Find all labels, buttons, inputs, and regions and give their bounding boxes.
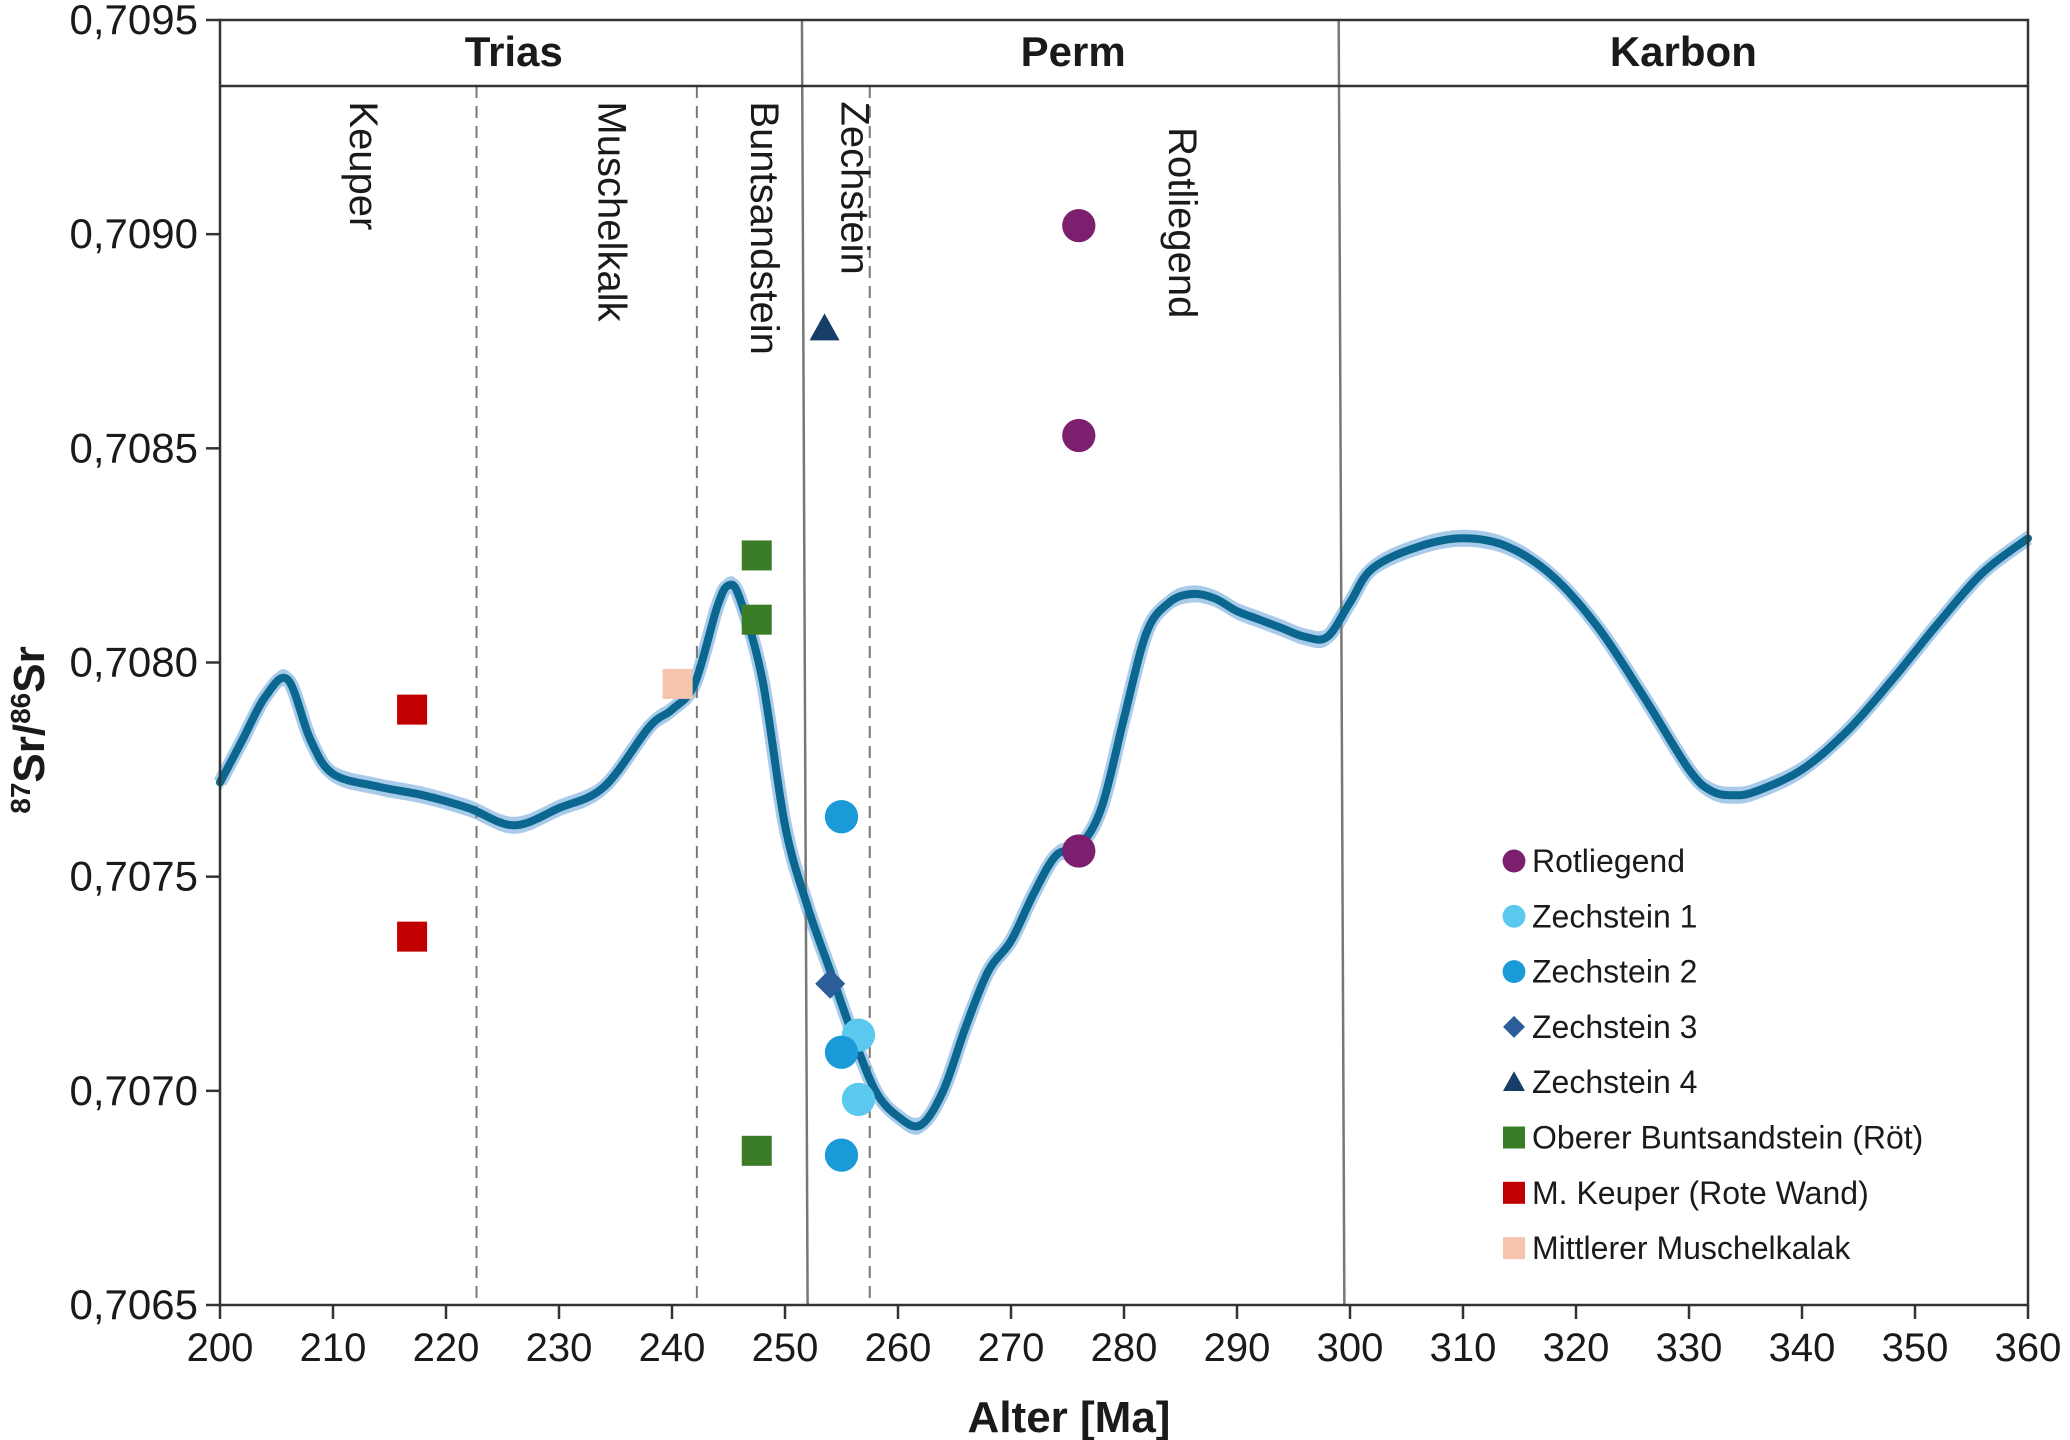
axes [206, 18, 2030, 1319]
data-point [741, 540, 772, 571]
data-point [1062, 418, 1096, 453]
y-tick-label: 0,7070 [70, 1067, 198, 1114]
x-tick-label: 250 [752, 1326, 819, 1370]
x-tick-label: 350 [1882, 1326, 1949, 1370]
epoch-label: Buntsandstein [742, 101, 786, 355]
epoch-label: Zechstein [833, 101, 877, 274]
x-tick-label: 200 [187, 1326, 254, 1370]
x-tick-label: 340 [1769, 1326, 1836, 1370]
data-points [397, 208, 1096, 1172]
legend-label: Mittlerer Muschelkalak [1532, 1230, 1851, 1266]
legend-label: Zechstein 3 [1532, 1009, 1697, 1045]
data-point [741, 604, 772, 635]
y-axis-title-sup2: 86 [5, 693, 36, 724]
data-point [1062, 208, 1096, 243]
x-tick-label: 260 [865, 1326, 932, 1370]
data-point [741, 1135, 772, 1166]
data-point [824, 1035, 859, 1069]
x-tick-label: 220 [413, 1326, 480, 1370]
legend-label: Zechstein 2 [1532, 954, 1697, 990]
legend-marker [1502, 960, 1526, 984]
x-tick-label: 270 [978, 1326, 1045, 1370]
period-boundary-line [1337, 19, 1346, 1306]
data-point [809, 313, 840, 341]
legend-label: Rotliegend [1532, 843, 1685, 879]
x-tick-label: 360 [1995, 1326, 2062, 1370]
legend-label: M. Keuper (Rote Wand) [1532, 1175, 1869, 1211]
legend-label: Oberer Buntsandstein (Röt) [1532, 1120, 1923, 1156]
legend-marker [1502, 849, 1526, 873]
legend-label: Zechstein 1 [1532, 898, 1697, 934]
epoch-label: Keuper [341, 101, 385, 230]
y-tick-label: 0,7085 [70, 424, 198, 471]
data-point [1062, 834, 1096, 868]
x-tick-label: 290 [1204, 1326, 1271, 1370]
legend-marker [1502, 904, 1526, 928]
data-point [824, 1138, 859, 1172]
y-axis-title: 87Sr/86Sr [5, 646, 54, 814]
legend-marker [1503, 1015, 1525, 1038]
period-label: Trias [465, 28, 563, 75]
y-tick-label: 0,7080 [70, 639, 198, 686]
y-tick-label: 0,7090 [70, 210, 198, 257]
y-tick-label: 0,7095 [70, 0, 198, 43]
x-tick-label: 310 [1430, 1326, 1497, 1370]
x-tick-label: 320 [1543, 1326, 1610, 1370]
x-axis-title: Alter [Ma] [968, 1393, 1171, 1440]
boundary-lines [475, 19, 1346, 1306]
y-axis-title-base2: Sr [5, 646, 54, 692]
period-label: Karbon [1610, 28, 1757, 75]
y-tick-label: 0,7075 [70, 853, 198, 900]
x-tick-label: 300 [1317, 1326, 1384, 1370]
epoch-label: Muschelkalk [590, 101, 634, 322]
x-tick-label: 330 [1656, 1326, 1723, 1370]
legend-marker [1503, 1237, 1525, 1260]
svg-text:87Sr/86Sr: 87Sr/86Sr [5, 646, 54, 814]
epoch-label: Rotliegend [1160, 127, 1204, 318]
x-tick-label: 240 [639, 1326, 706, 1370]
x-tick-label: 230 [526, 1326, 593, 1370]
x-tick-label: 280 [1091, 1326, 1158, 1370]
y-axis-title-base1: Sr/ [5, 724, 54, 783]
legend-marker [1503, 1181, 1525, 1204]
legend-label: Zechstein 4 [1532, 1064, 1697, 1100]
legend-marker [1503, 1071, 1525, 1091]
y-axis-title-sup1: 87 [5, 783, 36, 814]
period-boundary-line [800, 19, 809, 1306]
sr-curve-line [216, 534, 2032, 1131]
data-point [397, 921, 428, 952]
data-point [824, 800, 859, 834]
period-label: Perm [1021, 28, 1126, 75]
data-point [815, 968, 846, 999]
sr-curve [216, 534, 2032, 1131]
data-point [841, 1082, 876, 1117]
legend: Rotliegend Zechstein 1 Zechstein 2 Zechstei… [1502, 843, 1923, 1266]
chart-labels: 200 210 220 230 240 250 260 270 280 290 300 310 320 3… [70, 0, 2062, 1370]
x-tick-label: 210 [300, 1326, 367, 1370]
y-tick-label: 0,7065 [70, 1281, 198, 1328]
data-point [662, 668, 693, 699]
data-point [397, 694, 428, 725]
legend-marker [1503, 1126, 1525, 1149]
